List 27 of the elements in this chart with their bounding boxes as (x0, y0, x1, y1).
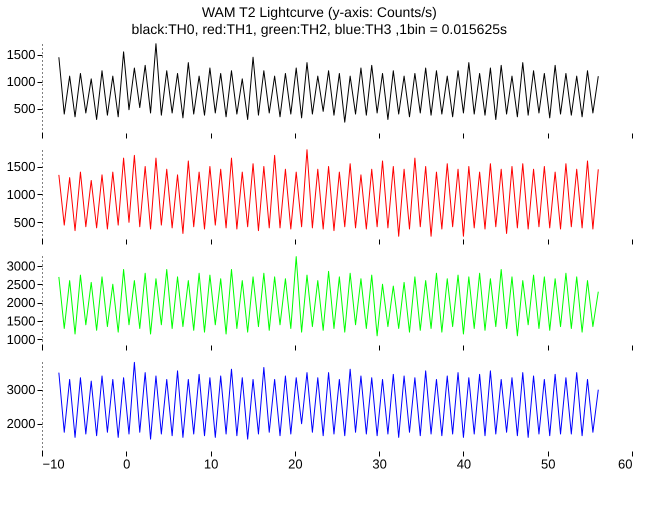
y-tick-label: 1500 (6, 314, 36, 329)
y-tick-label: 3000 (6, 382, 36, 398)
x-tick-label: 10 (204, 456, 218, 472)
x-tick-label: 50 (540, 456, 556, 472)
x-tick-label: 0 (123, 456, 130, 472)
y-tick-label: 500 (14, 214, 36, 230)
line-series (58, 149, 599, 237)
y-tick-label: 1000 (6, 74, 36, 90)
chart-subtitle: black:TH0, red:TH1, green:TH2, blue:TH3 ,1bin = 0.015625s (132, 21, 508, 37)
y-tick-label: 1500 (6, 159, 36, 174)
y-tick-label: 1500 (6, 47, 36, 62)
y-tick-label: 3000 (6, 258, 36, 274)
x-tick-label: 20 (288, 456, 303, 472)
y-tick-label: 2000 (6, 295, 36, 310)
y-tick-label: 500 (14, 101, 36, 116)
y-tick-label: 1000 (6, 332, 36, 347)
line-series (58, 43, 599, 123)
chart-title: WAM T2 Lightcurve (y-axis: Counts/s) (202, 4, 437, 20)
y-tick-label: 1000 (6, 186, 36, 202)
x-tick-label: 60 (618, 456, 632, 472)
line-series (58, 256, 599, 336)
y-tick-label: 2500 (6, 276, 36, 292)
x-tick-label: 40 (456, 456, 472, 472)
line-series (58, 362, 599, 440)
x-tick-label: 30 (372, 456, 387, 472)
y-tick-label: 2000 (6, 416, 36, 432)
x-tick-label: −10 (42, 456, 65, 472)
